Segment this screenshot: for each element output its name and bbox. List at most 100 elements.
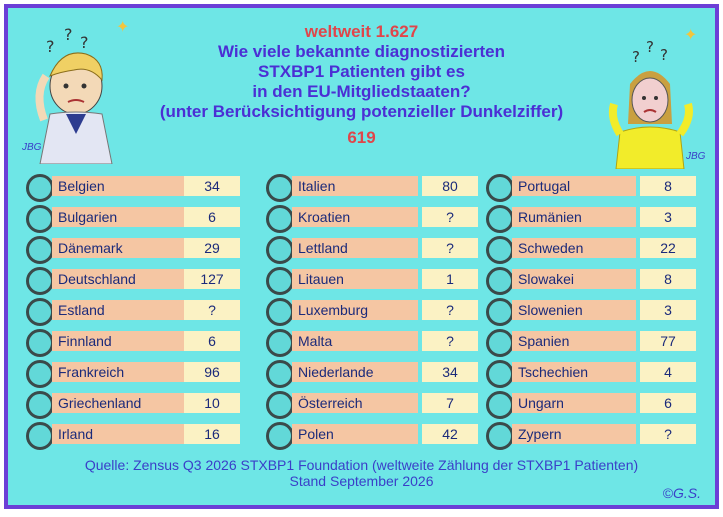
status-circle (266, 391, 294, 419)
country-name: Finnland (52, 331, 202, 351)
status-circle (486, 391, 514, 419)
patient-count: ? (422, 238, 478, 258)
status-circle (266, 360, 294, 388)
patient-count: 29 (184, 238, 240, 258)
svg-text:?: ? (660, 46, 668, 64)
country-name: Schweden (512, 238, 636, 258)
svg-text:✦: ✦ (116, 17, 129, 36)
svg-text:?: ? (80, 33, 89, 52)
country-name: Bulgarien (52, 207, 202, 227)
patient-count: 96 (184, 362, 240, 382)
svg-text:?: ? (632, 48, 640, 66)
patient-count: ? (422, 300, 478, 320)
status-circle (486, 422, 514, 450)
patient-count: 22 (640, 238, 696, 258)
country-name: Ungarn (512, 393, 636, 413)
patient-count: 1 (422, 269, 478, 289)
svg-text:✦: ✦ (684, 25, 697, 44)
status-circle (26, 267, 54, 295)
status-circle (266, 298, 294, 326)
status-circle (486, 329, 514, 357)
patient-count: 42 (422, 424, 478, 444)
status-circle (26, 391, 54, 419)
patient-count: 6 (184, 207, 240, 227)
status-circle (26, 360, 54, 388)
patient-count: 7 (422, 393, 478, 413)
status-circle (26, 298, 54, 326)
status-circle (486, 205, 514, 233)
country-name: Kroatien (292, 207, 418, 227)
date-note: Stand September 2026 (289, 473, 434, 489)
status-circle (26, 236, 54, 264)
country-name: Griechenland (52, 393, 202, 413)
confused-girl-illustration: ? ? ? ✦ (608, 25, 697, 169)
country-name: Estland (52, 300, 202, 320)
eu-total: 619 (347, 128, 376, 147)
patient-count: ? (422, 207, 478, 227)
status-circle (486, 360, 514, 388)
status-circle (26, 174, 54, 202)
country-name: Zypern (512, 424, 636, 444)
patient-count: 3 (640, 207, 696, 227)
patient-count: 10 (184, 393, 240, 413)
status-circle (266, 422, 294, 450)
header: weltweit 1.627 Wie viele bekannte diagno… (4, 22, 719, 148)
country-name: Irland (52, 424, 202, 444)
patient-count: 3 (640, 300, 696, 320)
country-name: Rumänien (512, 207, 636, 227)
country-name: Litauen (292, 269, 418, 289)
patient-count: 127 (184, 269, 240, 289)
patient-count: 8 (640, 269, 696, 289)
patient-count: ? (184, 300, 240, 320)
status-circle (486, 236, 514, 264)
country-name: Slowenien (512, 300, 636, 320)
worldwide-count: weltweit 1.627 (304, 22, 419, 41)
svg-text:?: ? (646, 38, 654, 56)
patient-count: 6 (640, 393, 696, 413)
status-circle (486, 174, 514, 202)
signature-left: JBG (22, 142, 42, 153)
status-circle (266, 174, 294, 202)
signature-right: JBG (686, 151, 706, 162)
country-name: Malta (292, 331, 418, 351)
status-circle (266, 267, 294, 295)
copyright-mark: ©G.S. (662, 485, 701, 501)
svg-text:?: ? (46, 37, 55, 56)
status-circle (266, 329, 294, 357)
patient-count: 77 (640, 331, 696, 351)
question-line-2: STXBP1 Patienten gibt es (258, 62, 465, 81)
patient-count: 34 (422, 362, 478, 382)
confused-boy-illustration: ? ? ? ✦ (35, 17, 129, 164)
country-name: Luxemburg (292, 300, 418, 320)
country-name: Slowakei (512, 269, 636, 289)
source-note: Quelle: Zensus Q3 2026 STXBP1 Foundation… (84, 457, 639, 473)
patient-count: 16 (184, 424, 240, 444)
patient-count: 8 (640, 176, 696, 196)
svg-text:?: ? (64, 25, 73, 44)
country-name: Lettland (292, 238, 418, 258)
status-circle (26, 205, 54, 233)
country-name: Spanien (512, 331, 636, 351)
country-name: Portugal (512, 176, 636, 196)
status-circle (266, 236, 294, 264)
patient-count: 34 (184, 176, 240, 196)
question-line-3: in den EU-Mitgliedstaaten? (252, 82, 471, 101)
country-name: Deutschland (52, 269, 202, 289)
infographic-frame: ? ? ? ✦ JBG ? ? ? ✦ JBG weltweit 1.627 W… (4, 4, 719, 509)
patient-count: 80 (422, 176, 478, 196)
question-line-1: Wie viele bekannte diagnostizierten (217, 42, 506, 61)
patient-count: 4 (640, 362, 696, 382)
status-circle (26, 329, 54, 357)
country-name: Österreich (292, 393, 418, 413)
country-name: Italien (292, 176, 418, 196)
status-circle (486, 267, 514, 295)
footer: Quelle: Zensus Q3 2026 STXBP1 Foundation… (4, 457, 719, 489)
patient-count: 6 (184, 331, 240, 351)
patient-count: ? (640, 424, 696, 444)
country-name: Belgien (52, 176, 202, 196)
country-name: Tschechien (512, 362, 636, 382)
country-name: Dänemark (52, 238, 202, 258)
country-name: Polen (292, 424, 418, 444)
patient-count: ? (422, 331, 478, 351)
status-circle (266, 205, 294, 233)
